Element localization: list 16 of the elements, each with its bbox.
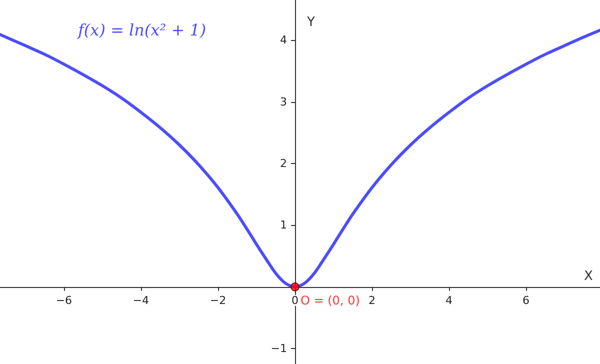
x-tick-label: 0 — [291, 294, 298, 307]
y-tick-label: −1 — [270, 342, 287, 356]
series-label: O = (0, 0) — [300, 293, 360, 308]
x-tick-label: −2 — [210, 294, 226, 307]
y-tick-label: 3 — [280, 95, 287, 108]
x-tick-label: 6 — [522, 294, 530, 307]
series-label: f(x) = ln(x² + 1) — [77, 20, 206, 40]
x-axis-title: X — [584, 268, 593, 284]
y-tick-label: 4 — [280, 34, 287, 47]
x-tick-label: 2 — [368, 294, 376, 307]
x-tick-label: −6 — [56, 294, 72, 307]
y-tick-label: 1 — [280, 218, 287, 232]
x-tick-label: −4 — [132, 294, 150, 307]
y-tick-label: 2 — [280, 156, 287, 170]
x-tick-label: 4 — [446, 294, 453, 307]
y-axis-title: Y — [306, 15, 315, 30]
